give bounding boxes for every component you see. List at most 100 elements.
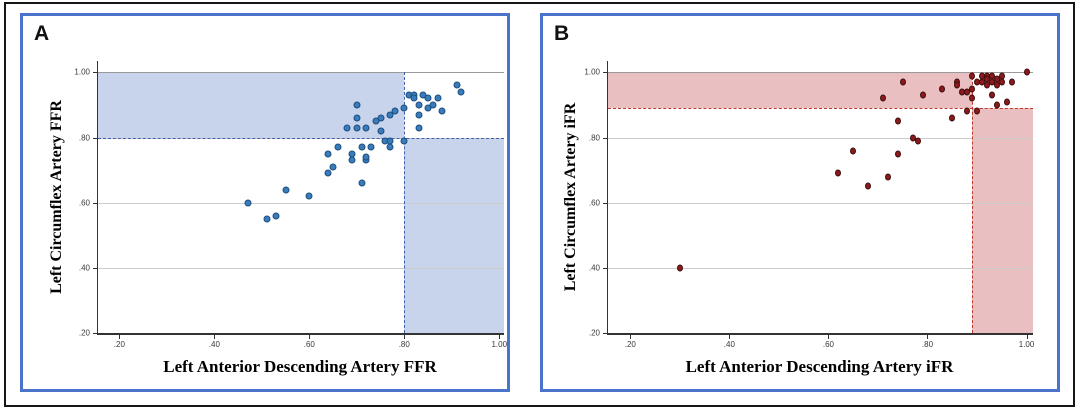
y-tick-label: .40 bbox=[588, 263, 600, 273]
data-point bbox=[343, 124, 351, 132]
y-tick-label: .40 bbox=[78, 263, 90, 273]
data-point bbox=[998, 72, 1005, 80]
y-tick-label: 1.00 bbox=[74, 67, 90, 77]
x-tick-mark bbox=[119, 335, 121, 339]
gridline bbox=[98, 72, 504, 74]
data-point bbox=[939, 85, 946, 93]
gridline bbox=[608, 72, 1033, 74]
data-point bbox=[438, 107, 446, 115]
x-tick-label: .40 bbox=[723, 340, 735, 349]
data-point bbox=[998, 78, 1005, 86]
x-tick-mark bbox=[828, 335, 830, 339]
data-point bbox=[949, 114, 956, 122]
data-point bbox=[377, 127, 385, 135]
gridline bbox=[98, 267, 504, 269]
data-point bbox=[974, 107, 981, 115]
x-tick-label: 1.00 bbox=[1018, 340, 1035, 349]
x-axis-title: Left Anterior Descending Artery iFR bbox=[685, 357, 954, 376]
data-point bbox=[1008, 78, 1015, 86]
data-point bbox=[969, 94, 976, 102]
x-tick-label: .80 bbox=[921, 340, 934, 349]
y-tick-mark bbox=[603, 267, 607, 269]
data-point bbox=[424, 94, 432, 102]
data-point bbox=[400, 104, 408, 112]
x-tick-label: .60 bbox=[822, 340, 834, 349]
data-point bbox=[919, 91, 926, 99]
data-point bbox=[429, 101, 437, 109]
y-tick-label: .20 bbox=[78, 328, 90, 338]
threshold-line-horizontal bbox=[608, 108, 1033, 110]
y-axis-title: Left Circumflex Artery iFR bbox=[562, 102, 579, 292]
data-point bbox=[324, 169, 332, 177]
gridline bbox=[608, 202, 1033, 204]
threshold-band-horizontal bbox=[608, 72, 973, 109]
panel-letter: B bbox=[554, 22, 570, 45]
data-point bbox=[415, 111, 423, 119]
data-point bbox=[457, 88, 465, 96]
data-point bbox=[415, 124, 423, 132]
x-tick-label: .20 bbox=[624, 340, 636, 349]
data-point bbox=[386, 143, 394, 151]
data-point bbox=[899, 78, 906, 86]
data-point bbox=[914, 137, 921, 145]
threshold-line-vertical bbox=[972, 72, 974, 333]
gridline bbox=[608, 267, 1033, 269]
y-tick-mark bbox=[93, 333, 97, 334]
data-point bbox=[377, 114, 385, 122]
data-point bbox=[391, 107, 399, 115]
data-point bbox=[358, 179, 366, 187]
data-point bbox=[1003, 98, 1010, 106]
data-point bbox=[367, 143, 375, 151]
y-tick-label: .80 bbox=[78, 133, 90, 143]
data-point bbox=[969, 72, 976, 80]
x-tick-mark bbox=[309, 335, 311, 339]
threshold-band-vertical bbox=[972, 108, 1033, 333]
x-tick-mark bbox=[927, 335, 929, 339]
data-point bbox=[850, 147, 857, 155]
plot-area: .20 .40 .60 .80 1.00 .20 .40 .60 .80 1.00 bbox=[584, 61, 1034, 349]
data-point bbox=[362, 124, 370, 132]
x-tick-label: .80 bbox=[398, 340, 410, 349]
data-point bbox=[353, 124, 361, 132]
y-tick-mark bbox=[603, 333, 607, 334]
data-point bbox=[358, 143, 366, 151]
data-point bbox=[964, 88, 971, 96]
y-axis-title: Left Circumflex Artery FFR bbox=[48, 100, 65, 294]
data-point bbox=[415, 101, 423, 109]
x-tick-label: .60 bbox=[303, 340, 315, 349]
data-point bbox=[353, 114, 361, 122]
data-point bbox=[282, 186, 290, 194]
x-tick-mark bbox=[214, 335, 216, 339]
data-point bbox=[263, 215, 271, 223]
data-point bbox=[954, 81, 961, 89]
y-tick-mark bbox=[93, 72, 97, 74]
y-tick-mark bbox=[93, 267, 97, 269]
x-tick-mark bbox=[499, 335, 501, 339]
y-tick-label: 1.00 bbox=[584, 67, 600, 77]
panel-a-scatter-ffr: A Left Circumflex Artery FFR .20 .40 .60 .8… bbox=[20, 13, 510, 392]
data-point bbox=[353, 101, 361, 109]
threshold-line-vertical bbox=[404, 72, 406, 333]
data-point bbox=[244, 199, 252, 207]
data-point bbox=[894, 117, 901, 125]
data-point bbox=[400, 137, 408, 145]
data-point bbox=[434, 94, 442, 102]
data-point bbox=[988, 91, 995, 99]
x-tick-label: .20 bbox=[113, 340, 125, 349]
y-tick-label: .80 bbox=[588, 133, 600, 143]
data-point bbox=[305, 192, 313, 200]
panel-letter: A bbox=[34, 22, 50, 45]
data-point bbox=[386, 137, 394, 145]
data-point bbox=[835, 169, 842, 177]
y-tick-mark bbox=[93, 202, 97, 204]
x-axis-title: Left Anterior Descending Artery FFR bbox=[163, 357, 437, 376]
data-point bbox=[983, 81, 990, 89]
y-tick-mark bbox=[603, 202, 607, 204]
threshold-band-vertical bbox=[404, 137, 504, 333]
data-point bbox=[993, 81, 1000, 89]
gridline bbox=[608, 137, 1033, 139]
data-point bbox=[272, 212, 280, 220]
data-point bbox=[453, 81, 460, 89]
y-tick-label: .60 bbox=[588, 198, 600, 208]
data-point bbox=[879, 94, 886, 102]
